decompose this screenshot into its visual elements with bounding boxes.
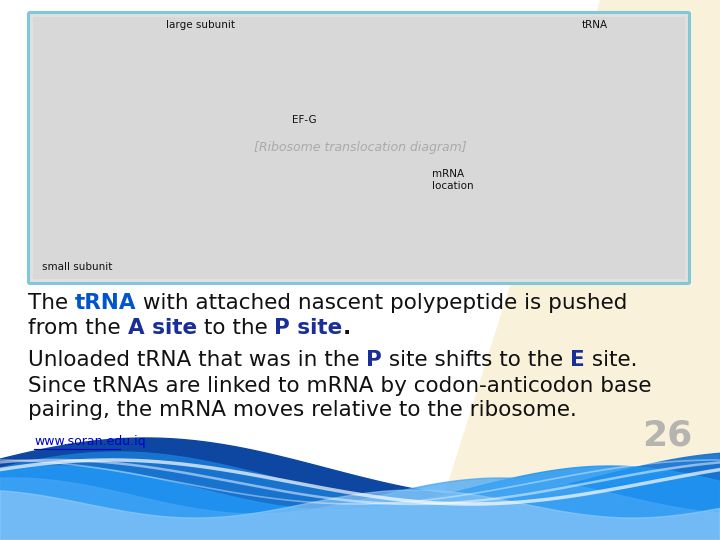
Text: The: The: [28, 293, 75, 313]
Text: tRNA: tRNA: [582, 20, 608, 30]
Text: [Ribosome translocation diagram]: [Ribosome translocation diagram]: [253, 141, 467, 154]
Text: Since tRNAs are linked to mRNA by codon-anticodon base: Since tRNAs are linked to mRNA by codon-…: [28, 376, 652, 396]
Text: 26: 26: [642, 418, 692, 452]
Text: site shifts to the: site shifts to the: [382, 350, 570, 370]
Text: A site: A site: [127, 318, 197, 338]
Text: with attached nascent polypeptide is pushed: with attached nascent polypeptide is pus…: [137, 293, 628, 313]
Text: .: .: [343, 318, 351, 338]
Text: large subunit: large subunit: [166, 20, 235, 30]
Polygon shape: [430, 0, 720, 540]
Text: P site: P site: [274, 318, 343, 338]
Text: from the: from the: [28, 318, 127, 338]
Text: to the: to the: [197, 318, 274, 338]
Text: Unloaded tRNA that was in the: Unloaded tRNA that was in the: [28, 350, 366, 370]
Text: pairing, the mRNA moves relative to the ribosome.: pairing, the mRNA moves relative to the …: [28, 400, 577, 420]
Text: www.soran.edu.iq: www.soran.edu.iq: [34, 435, 145, 448]
Text: tRNA: tRNA: [75, 293, 137, 313]
Text: mRNA
location: mRNA location: [432, 169, 474, 191]
Bar: [33, 17, 685, 279]
Text: P: P: [366, 350, 382, 370]
Text: E: E: [570, 350, 585, 370]
Text: site.: site.: [585, 350, 637, 370]
FancyBboxPatch shape: [29, 12, 690, 284]
Text: EF-G: EF-G: [292, 115, 317, 125]
Text: small subunit: small subunit: [42, 262, 112, 272]
